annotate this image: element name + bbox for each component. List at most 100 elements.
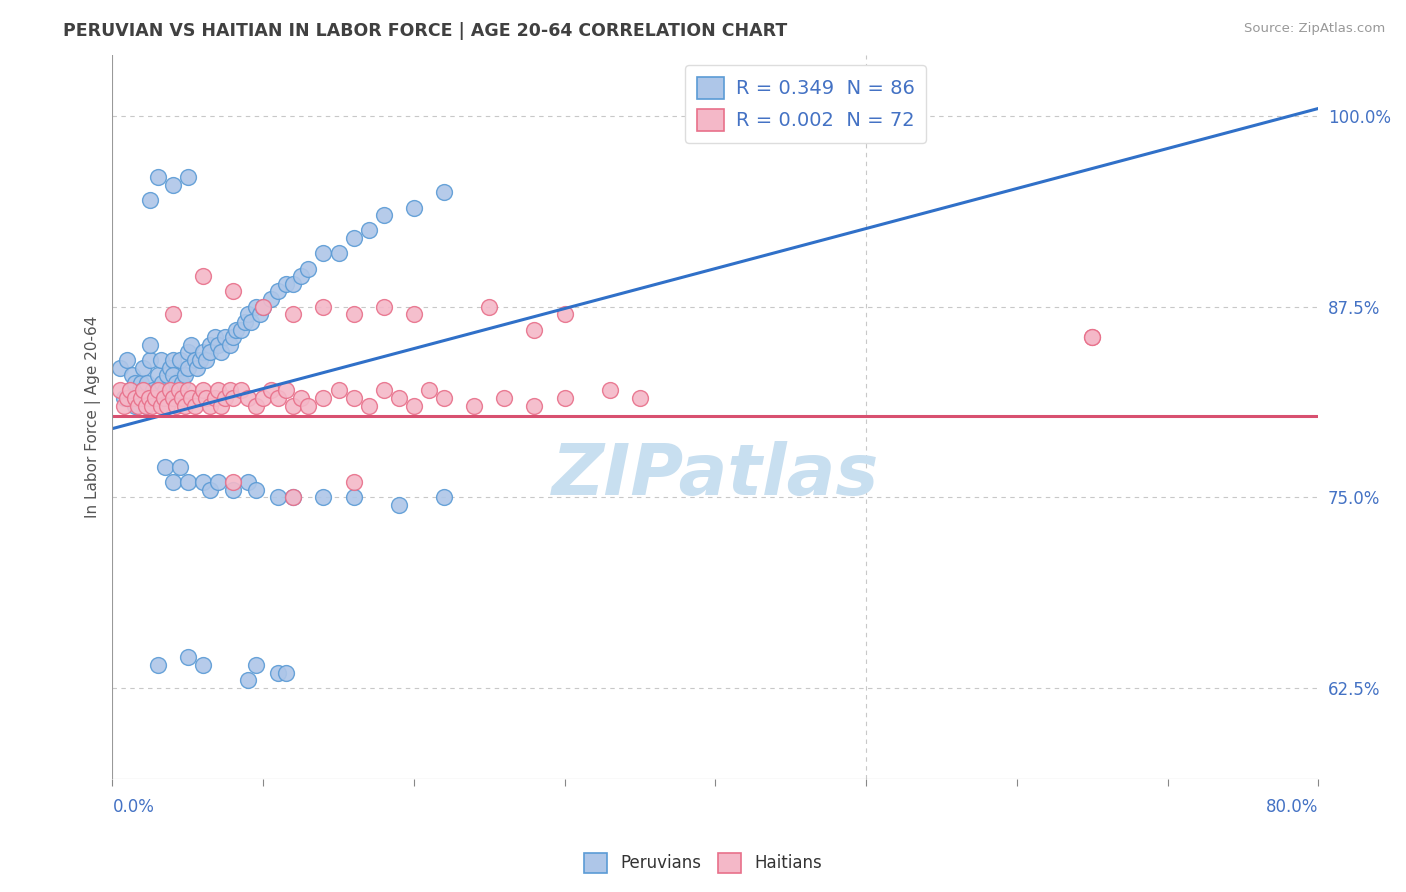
Point <box>146 657 169 672</box>
Point <box>143 391 166 405</box>
Point <box>599 384 621 398</box>
Point <box>283 490 305 504</box>
Point <box>139 193 162 207</box>
Text: ZIPatlas: ZIPatlas <box>551 441 879 509</box>
Point <box>290 269 312 284</box>
Point <box>194 391 217 405</box>
Point <box>207 384 229 398</box>
Point <box>236 307 259 321</box>
Point <box>188 391 211 405</box>
Point <box>177 475 200 489</box>
Point <box>114 391 136 405</box>
Point <box>252 300 274 314</box>
Point <box>184 399 207 413</box>
Point <box>260 292 283 306</box>
Legend: Peruvians, Haitians: Peruvians, Haitians <box>576 847 830 880</box>
Point <box>373 300 395 314</box>
Point <box>219 338 242 352</box>
Point <box>1081 330 1104 344</box>
Point <box>245 657 267 672</box>
Point <box>108 384 131 398</box>
Point <box>177 345 200 359</box>
Point <box>135 399 157 413</box>
Point <box>342 391 364 405</box>
Point <box>222 330 245 344</box>
Point <box>131 384 153 398</box>
Point <box>373 208 395 222</box>
Point <box>433 391 456 405</box>
Point <box>342 307 364 321</box>
Point <box>357 399 380 413</box>
Point <box>188 353 211 368</box>
Point <box>121 368 143 383</box>
Text: 0.0%: 0.0% <box>112 797 155 815</box>
Point <box>146 384 169 398</box>
Point <box>173 399 195 413</box>
Point <box>124 391 146 405</box>
Point <box>124 376 146 390</box>
Legend: R = 0.349  N = 86, R = 0.002  N = 72: R = 0.349 N = 86, R = 0.002 N = 72 <box>685 65 927 143</box>
Point <box>191 475 214 489</box>
Point <box>200 399 222 413</box>
Point <box>204 330 226 344</box>
Point <box>283 399 305 413</box>
Point <box>159 360 181 375</box>
Point <box>328 246 350 260</box>
Point <box>433 490 456 504</box>
Point <box>229 384 252 398</box>
Point <box>283 490 305 504</box>
Point <box>124 399 146 413</box>
Point <box>139 353 162 368</box>
Point <box>150 376 173 390</box>
Point <box>312 246 335 260</box>
Point <box>180 391 202 405</box>
Point <box>143 391 166 405</box>
Point <box>297 399 319 413</box>
Point <box>153 384 176 398</box>
Point <box>128 384 150 398</box>
Point <box>177 384 200 398</box>
Point <box>180 338 202 352</box>
Point <box>162 475 184 489</box>
Point <box>433 186 456 200</box>
Point <box>245 300 267 314</box>
Text: Source: ZipAtlas.com: Source: ZipAtlas.com <box>1244 22 1385 36</box>
Point <box>167 384 190 398</box>
Point <box>418 384 440 398</box>
Point <box>177 650 200 665</box>
Point <box>209 399 232 413</box>
Point <box>267 285 290 299</box>
Point <box>214 391 236 405</box>
Point <box>523 399 546 413</box>
Point <box>388 391 411 405</box>
Point <box>222 391 245 405</box>
Point <box>162 307 184 321</box>
Point <box>127 391 149 405</box>
Point <box>209 345 232 359</box>
Point <box>222 483 245 497</box>
Point <box>342 490 364 504</box>
Point <box>245 399 267 413</box>
Point <box>274 277 297 291</box>
Point <box>328 384 350 398</box>
Point <box>136 376 159 390</box>
Point <box>117 353 139 368</box>
Point <box>628 391 651 405</box>
Point <box>252 300 274 314</box>
Point <box>138 391 160 405</box>
Point <box>342 231 364 245</box>
Point <box>373 384 395 398</box>
Point <box>236 475 259 489</box>
Point <box>191 345 214 359</box>
Point <box>225 322 247 336</box>
Point <box>402 307 425 321</box>
Point <box>388 498 411 512</box>
Point <box>494 391 516 405</box>
Point <box>152 391 174 405</box>
Point <box>153 459 176 474</box>
Point <box>204 391 226 405</box>
Point <box>169 353 191 368</box>
Point <box>312 490 335 504</box>
Point <box>186 360 208 375</box>
Point <box>149 353 172 368</box>
